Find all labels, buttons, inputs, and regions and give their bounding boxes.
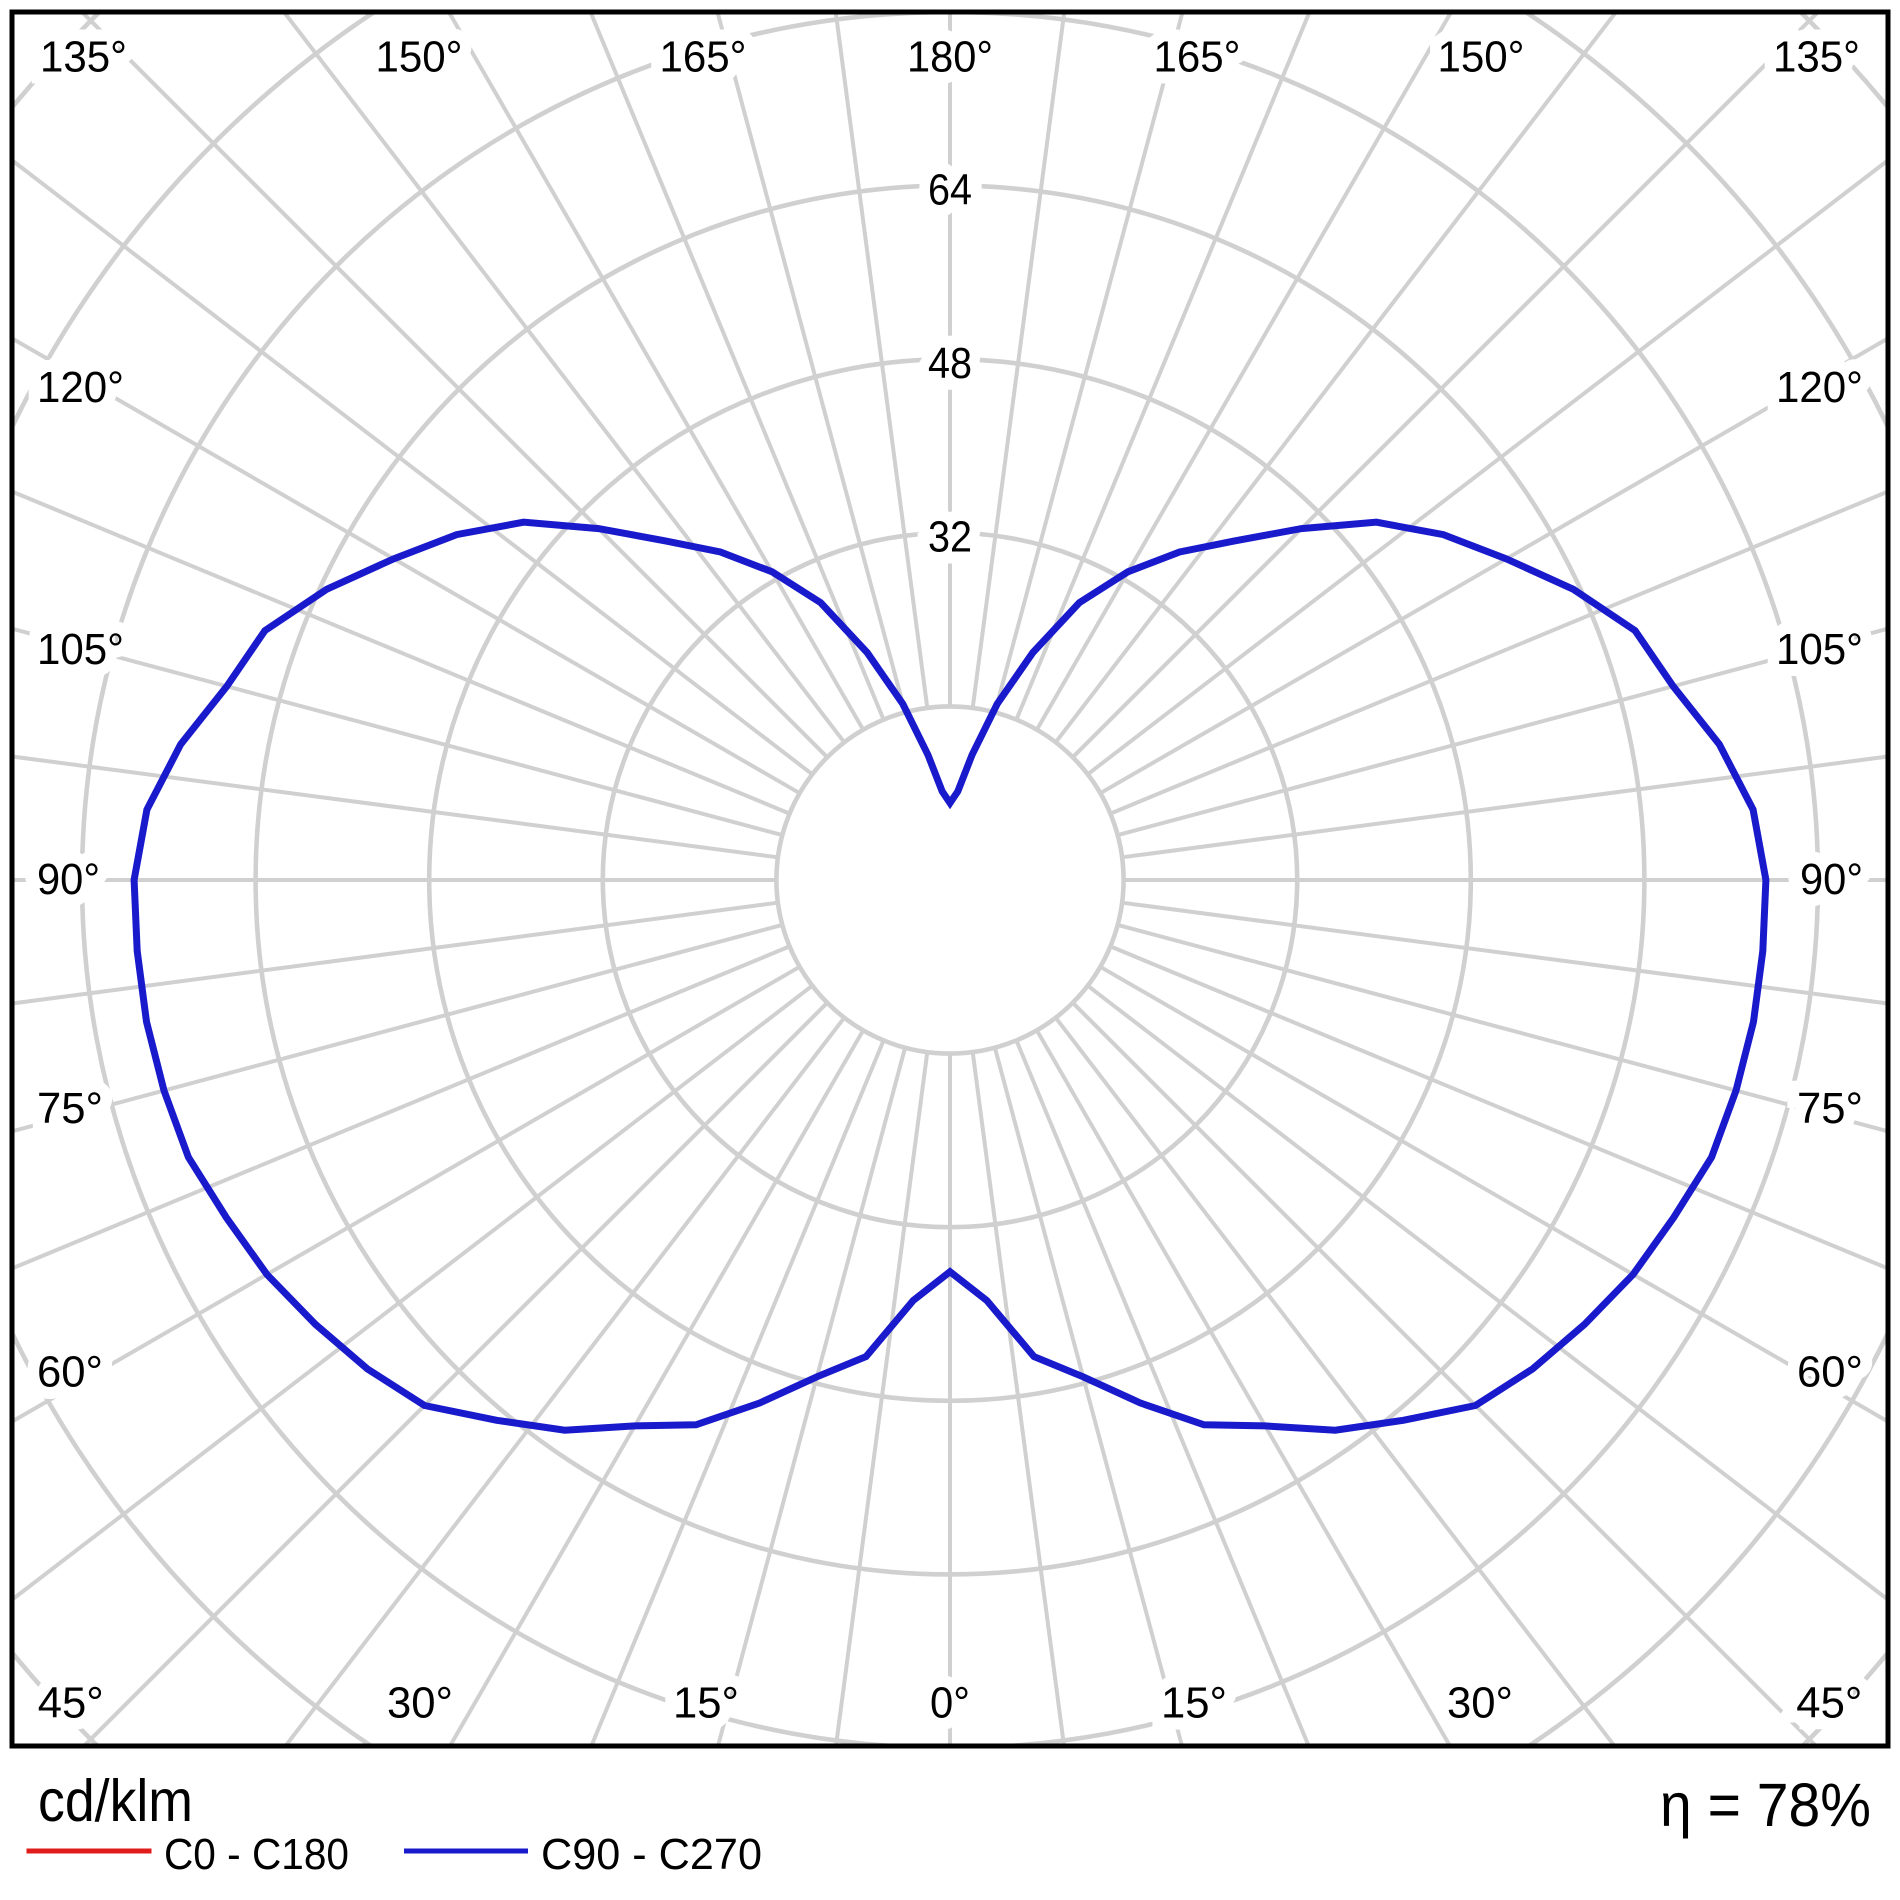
svg-text:15°: 15° [673, 1679, 739, 1728]
svg-text:C0 - C180: C0 - C180 [164, 1830, 349, 1879]
svg-text:60°: 60° [37, 1348, 103, 1397]
svg-text:165°: 165° [1154, 33, 1241, 82]
svg-text:180°: 180° [907, 33, 993, 82]
svg-text:0°: 0° [930, 1679, 970, 1728]
svg-text:90°: 90° [37, 855, 100, 904]
svg-text:75°: 75° [37, 1084, 103, 1133]
svg-text:120°: 120° [1776, 363, 1863, 412]
svg-text:105°: 105° [37, 625, 124, 674]
svg-text:135°: 135° [1773, 33, 1860, 82]
svg-text:105°: 105° [1776, 625, 1863, 674]
svg-text:150°: 150° [376, 33, 463, 82]
svg-text:105°: 105° [37, 625, 124, 674]
svg-text:135°: 135° [1773, 33, 1860, 82]
svg-text:135°: 135° [40, 33, 127, 82]
svg-text:120°: 120° [37, 363, 124, 412]
svg-text:120°: 120° [1776, 363, 1863, 412]
svg-text:15°: 15° [1161, 1679, 1227, 1728]
svg-text:135°: 135° [40, 33, 127, 82]
svg-text:90°: 90° [37, 855, 100, 904]
svg-text:45°: 45° [1796, 1679, 1862, 1728]
svg-text:30°: 30° [1447, 1679, 1513, 1728]
svg-text:75°: 75° [1797, 1084, 1863, 1133]
svg-text:30°: 30° [1447, 1679, 1513, 1728]
svg-text:30°: 30° [387, 1679, 453, 1728]
svg-text:15°: 15° [1161, 1679, 1227, 1728]
svg-text:60°: 60° [1797, 1348, 1863, 1397]
svg-text:150°: 150° [376, 33, 463, 82]
svg-text:60°: 60° [37, 1348, 103, 1397]
svg-text:32: 32 [928, 513, 972, 562]
svg-text:C90 - C270: C90 - C270 [541, 1830, 762, 1879]
svg-text:75°: 75° [1797, 1084, 1863, 1133]
svg-text:150°: 150° [1438, 33, 1525, 82]
svg-text:105°: 105° [1776, 625, 1863, 674]
svg-text:165°: 165° [660, 33, 747, 82]
svg-text:η = 78%: η = 78% [1660, 1771, 1871, 1839]
svg-text:180°: 180° [907, 33, 993, 82]
svg-text:45°: 45° [1796, 1679, 1862, 1728]
svg-text:60°: 60° [1797, 1348, 1863, 1397]
svg-text:75°: 75° [37, 1084, 103, 1133]
svg-text:45°: 45° [38, 1679, 104, 1728]
svg-text:15°: 15° [673, 1679, 739, 1728]
svg-text:165°: 165° [1154, 33, 1241, 82]
svg-text:30°: 30° [387, 1679, 453, 1728]
svg-text:48: 48 [928, 339, 972, 388]
svg-text:165°: 165° [660, 33, 747, 82]
svg-text:64: 64 [928, 166, 972, 215]
svg-text:90°: 90° [1800, 855, 1863, 904]
svg-text:120°: 120° [37, 363, 124, 412]
svg-text:cd/klm: cd/klm [38, 1768, 193, 1834]
svg-text:150°: 150° [1438, 33, 1525, 82]
svg-text:90°: 90° [1800, 855, 1863, 904]
svg-text:45°: 45° [38, 1679, 104, 1728]
